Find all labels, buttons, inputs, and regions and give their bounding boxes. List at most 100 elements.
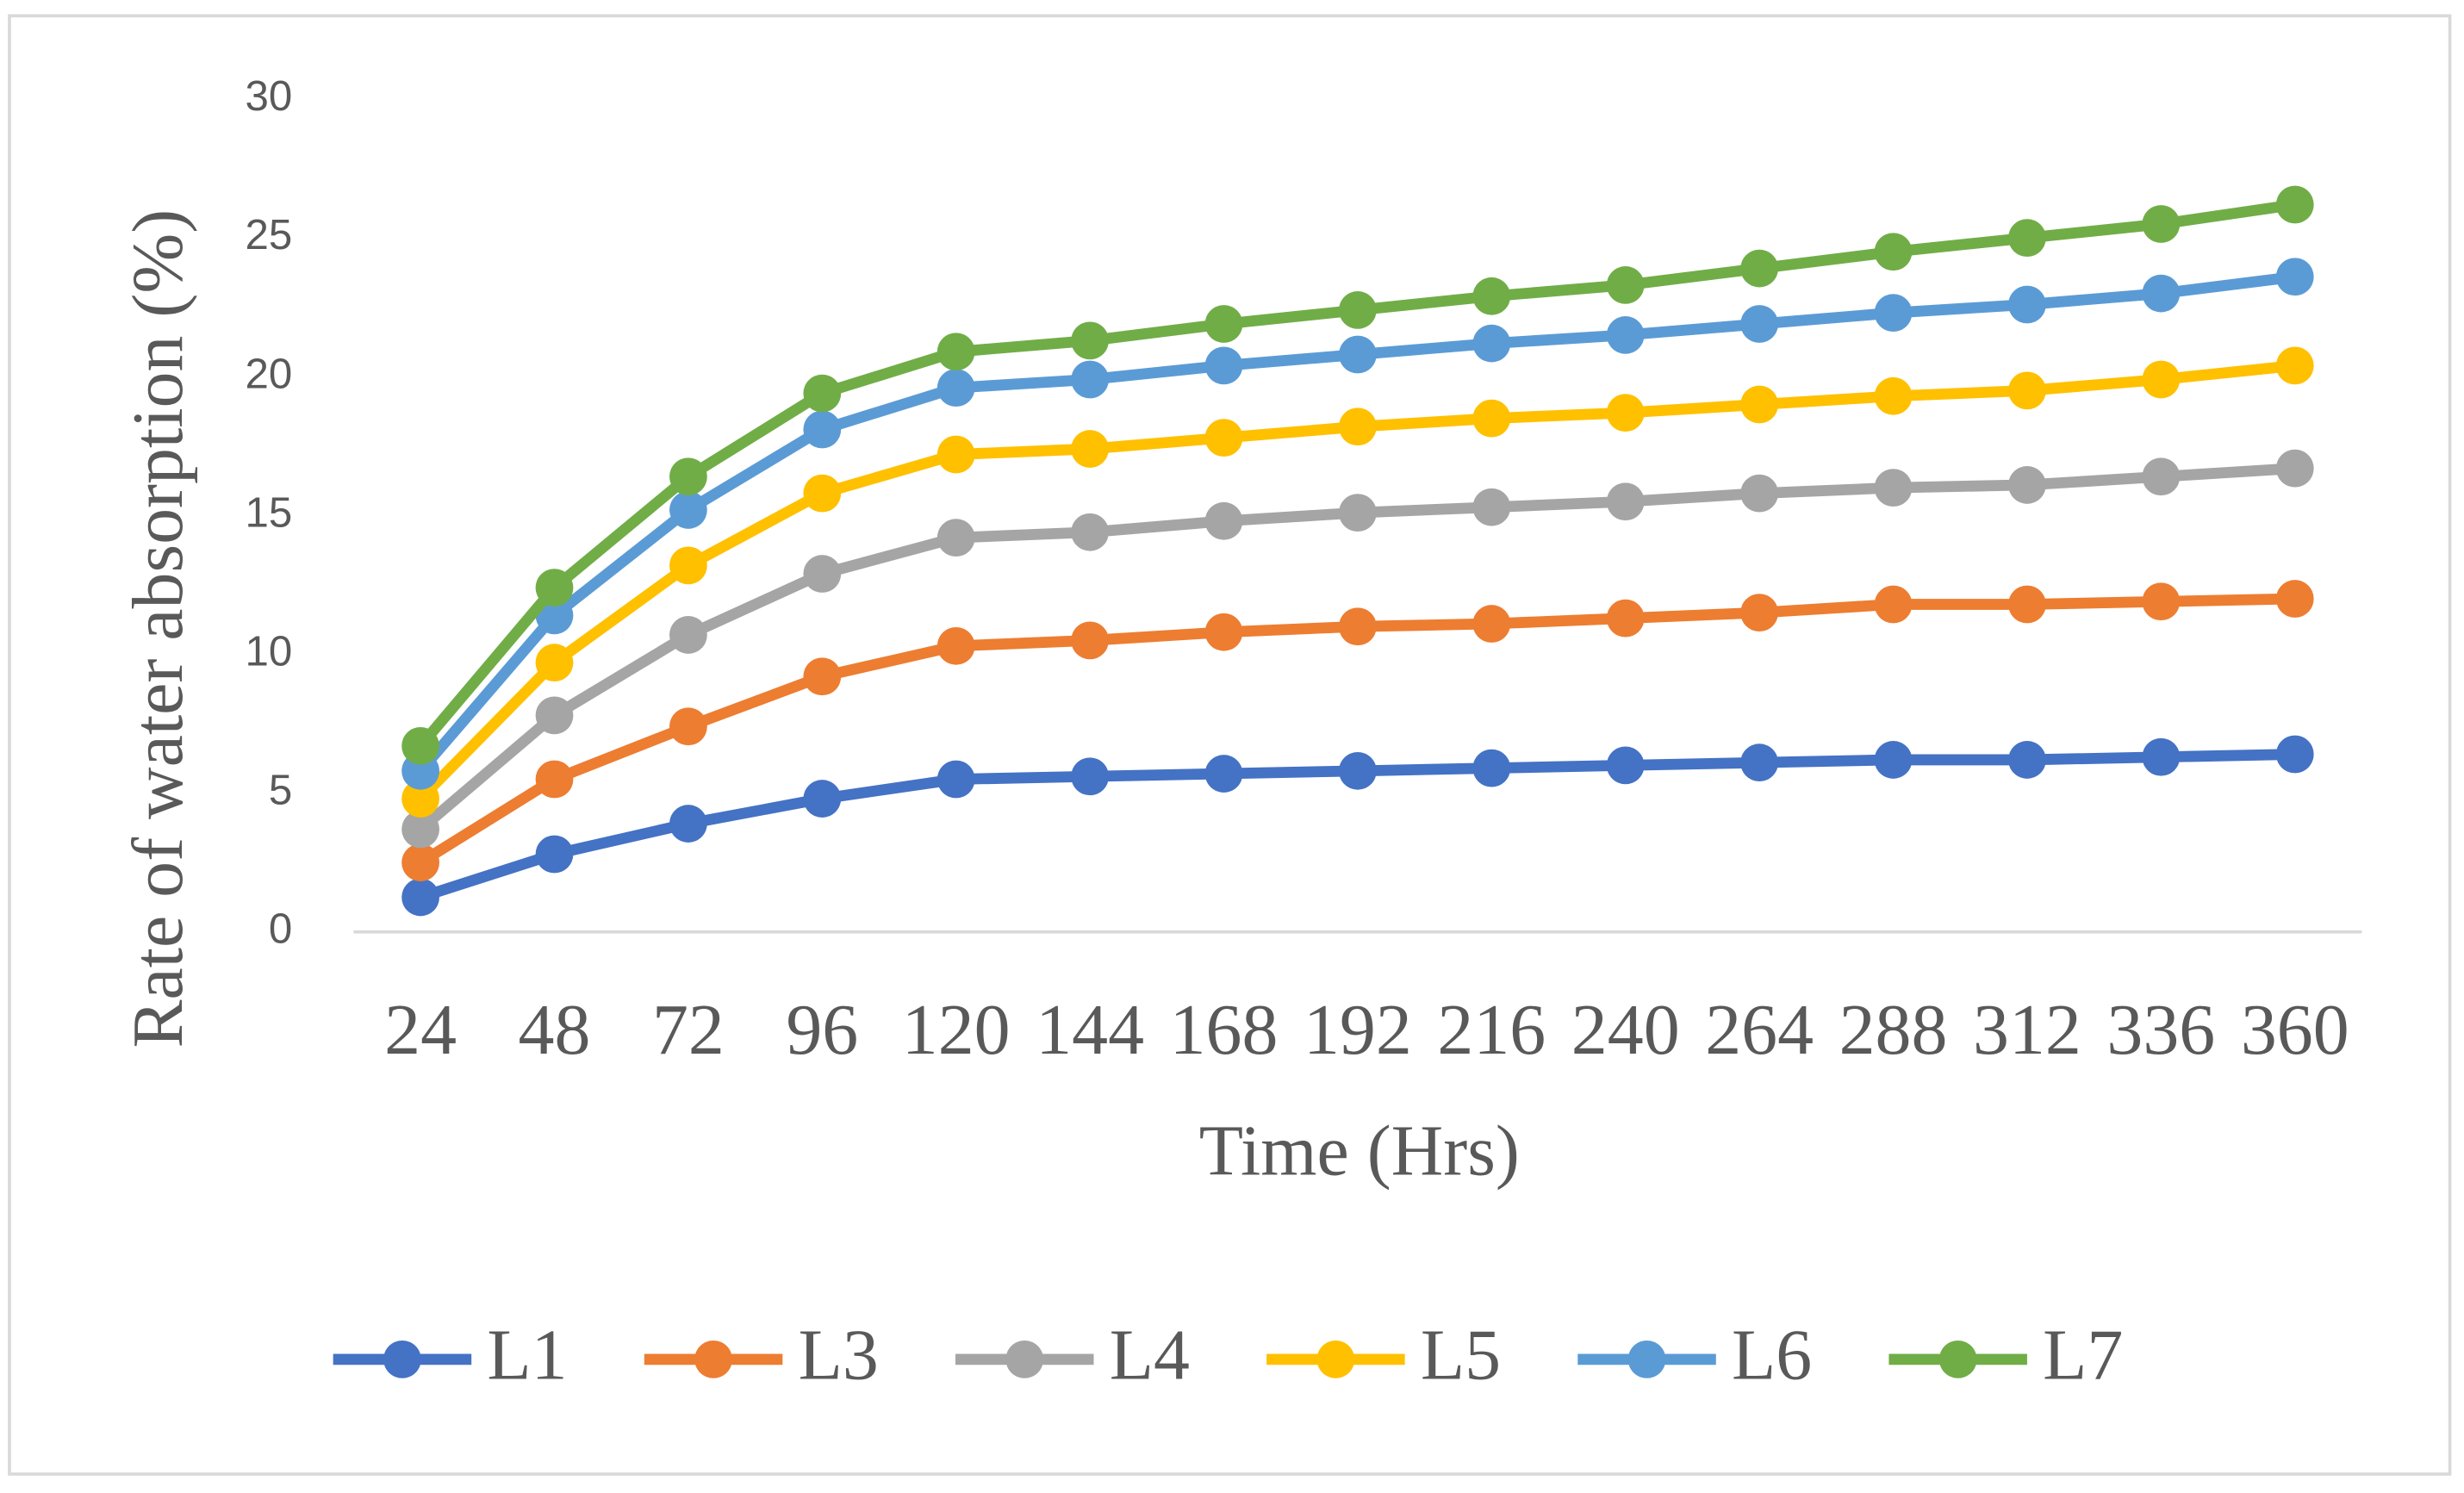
data-point (1606, 482, 1645, 521)
x-tick-label: 264 (1705, 990, 1814, 1070)
data-point (1874, 233, 1913, 271)
data-point (1874, 469, 1913, 507)
x-tick-label: 360 (2241, 990, 2349, 1070)
data-point (2008, 466, 2046, 504)
data-point (1339, 494, 1377, 532)
data-point (2275, 735, 2314, 774)
data-point (1740, 385, 1779, 424)
data-point (1740, 474, 1779, 513)
data-point (1071, 621, 1109, 660)
y-tick-label: 0 (269, 905, 292, 953)
data-point (936, 760, 975, 799)
x-axis-title: Time (Hrs) (1199, 1111, 1520, 1191)
data-point (936, 435, 975, 474)
data-point (535, 696, 574, 735)
legend-label: L7 (2043, 1316, 2123, 1396)
data-point (2142, 457, 2181, 496)
data-point (1204, 755, 1243, 793)
data-point (401, 726, 439, 765)
x-tick-label: 24 (384, 990, 457, 1070)
data-point (401, 780, 439, 818)
x-tick-label: 240 (1571, 990, 1680, 1070)
legend-label: L4 (1110, 1316, 1190, 1396)
data-point (2008, 285, 2046, 324)
data-point (936, 626, 975, 665)
data-point (669, 457, 707, 496)
data-point (2142, 205, 2181, 243)
data-point (1606, 746, 1645, 785)
data-point (669, 546, 707, 585)
data-point (1874, 376, 1913, 415)
x-tick-label: 216 (1437, 990, 1546, 1070)
data-point (401, 878, 439, 917)
data-point (2142, 582, 2181, 621)
data-point (803, 555, 842, 593)
data-point (1606, 266, 1645, 304)
x-tick-label: 336 (2106, 990, 2215, 1070)
data-point (1071, 757, 1109, 796)
data-point (1606, 394, 1645, 432)
data-point (1874, 741, 1913, 779)
data-point (2275, 449, 2314, 488)
x-tick-label: 192 (1304, 990, 1412, 1070)
data-point (1472, 277, 1511, 315)
data-point (2008, 741, 2046, 779)
data-point (936, 333, 975, 371)
data-point (2275, 580, 2314, 618)
data-point (936, 369, 975, 407)
y-tick-label: 5 (269, 767, 292, 814)
x-tick-label: 96 (786, 990, 858, 1070)
data-point (2142, 737, 2181, 776)
data-point (2142, 274, 2181, 313)
data-point (1472, 488, 1511, 526)
data-point (803, 410, 842, 449)
data-point (1740, 594, 1779, 632)
data-point (1071, 513, 1109, 551)
data-point (1874, 294, 1913, 333)
y-axis-title: Rate of water absorption (%) (118, 209, 198, 1048)
data-point (1071, 321, 1109, 360)
data-point (1339, 407, 1377, 446)
data-point (2275, 185, 2314, 224)
x-tick-label: 312 (1973, 990, 2081, 1070)
legend-marker (1005, 1340, 1044, 1378)
data-point (1071, 430, 1109, 468)
y-tick-label: 10 (245, 627, 292, 675)
data-point (1472, 324, 1511, 363)
data-point (1339, 607, 1377, 646)
data-point (1339, 751, 1377, 790)
data-point (1204, 305, 1243, 343)
data-point (669, 805, 707, 843)
data-point (1606, 599, 1645, 638)
data-point (1606, 316, 1645, 354)
data-point (1339, 335, 1377, 374)
legend-marker (1316, 1340, 1355, 1378)
x-tick-label: 120 (902, 990, 1011, 1070)
data-point (1472, 749, 1511, 787)
data-point (401, 843, 439, 882)
data-point (1740, 249, 1779, 288)
legend-marker (1627, 1340, 1666, 1378)
data-point (535, 835, 574, 874)
legend-label: L5 (1421, 1316, 1501, 1396)
data-point (2008, 219, 2046, 258)
data-point (535, 569, 574, 607)
data-point (803, 474, 842, 513)
data-point (1339, 291, 1377, 329)
data-point (1874, 585, 1913, 624)
y-tick-label: 15 (245, 488, 292, 536)
data-point (803, 780, 842, 818)
data-point (1472, 605, 1511, 643)
data-point (1472, 399, 1511, 438)
data-point (1071, 360, 1109, 399)
data-point (1204, 613, 1243, 651)
data-point (669, 491, 707, 529)
legend-marker (1938, 1340, 1977, 1378)
y-tick-label: 30 (245, 72, 292, 120)
y-tick-label: 20 (245, 350, 292, 397)
data-point (2275, 258, 2314, 296)
data-point (936, 519, 975, 557)
legend-label: L6 (1732, 1316, 1812, 1396)
